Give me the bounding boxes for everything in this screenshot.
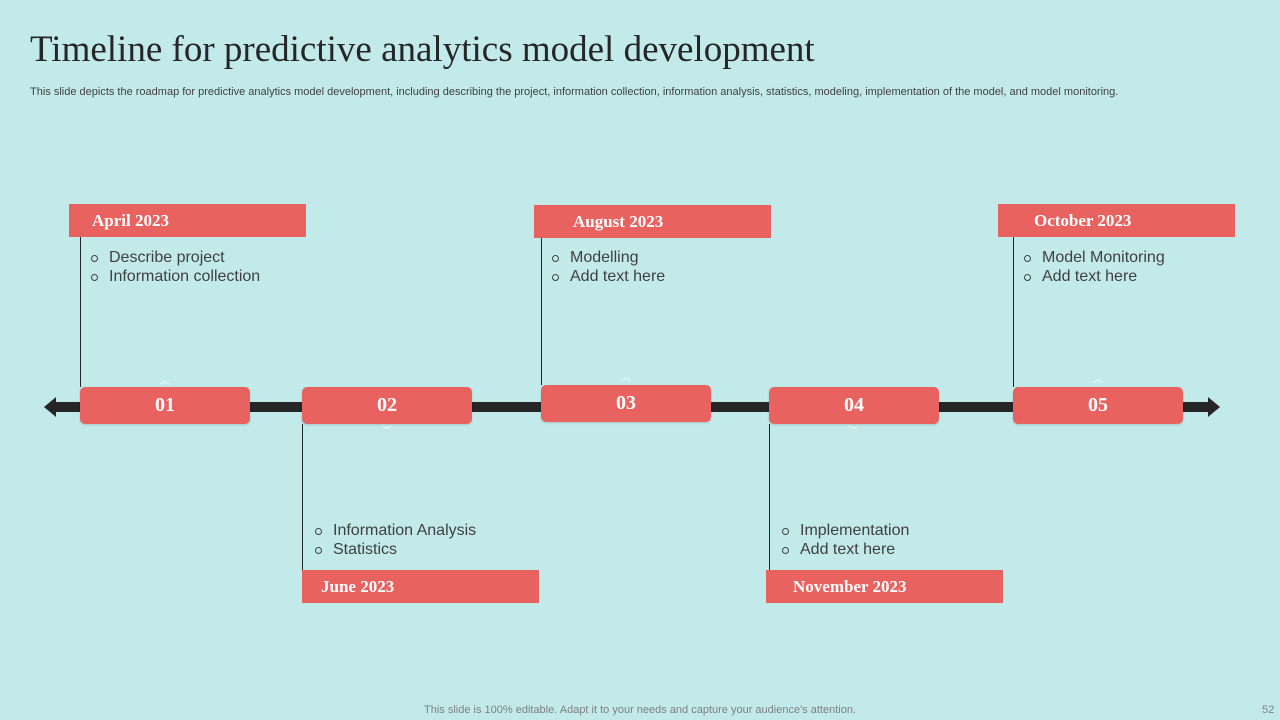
bullet-icon [552, 274, 559, 281]
milestone-5-date-label: October 2023 [1034, 210, 1132, 230]
milestone-4-date: November 2023 [766, 570, 1003, 603]
list-item-text: Add text here [1042, 268, 1138, 285]
list-item: Add text here [552, 267, 665, 286]
list-item-text: Add text here [800, 541, 896, 558]
milestone-2-date-label: June 2023 [321, 576, 395, 596]
arrow-left-icon [44, 397, 56, 417]
bullet-icon [782, 547, 789, 554]
list-item: Information collection [91, 267, 260, 286]
list-item: Model Monitoring [1024, 248, 1165, 267]
bullet-icon [1024, 255, 1031, 262]
arrow-right-icon [1208, 397, 1220, 417]
milestone-3-node: 03 [541, 385, 711, 422]
list-item-text: Add text here [570, 268, 666, 285]
milestone-5-node: 05 [1013, 387, 1183, 424]
milestone-2-list: Information Analysis Statistics [315, 521, 476, 559]
list-item: Implementation [782, 521, 909, 540]
bullet-icon [315, 547, 322, 554]
list-item-text: Information Analysis [333, 522, 477, 539]
list-item: Add text here [1024, 267, 1165, 286]
list-item: Statistics [315, 540, 476, 559]
list-item: Add text here [782, 540, 909, 559]
milestone-3-number: 03 [616, 392, 636, 414]
list-item: Describe project [91, 248, 260, 267]
milestone-1-date-label: April 2023 [92, 210, 169, 230]
bullet-icon [91, 255, 98, 262]
connector-line-4 [769, 424, 770, 570]
milestone-3-date: August 2023 [534, 205, 771, 238]
chevron-down-icon: ﹀ [848, 426, 858, 437]
chevron-down-icon: ﹀ [382, 426, 392, 437]
list-item-text: Describe project [109, 249, 225, 266]
milestone-2-number: 02 [377, 394, 397, 416]
milestone-3-list: Modelling Add text here [552, 248, 665, 286]
connector-line-1 [80, 236, 81, 387]
slide-footer: This slide is 100% editable. Adapt it to… [424, 704, 856, 716]
connector-line-2 [302, 424, 303, 570]
bullet-icon [315, 528, 322, 535]
connector-line-3 [541, 237, 542, 385]
milestone-2-date: June 2023 [302, 570, 539, 603]
list-item-text: Statistics [333, 541, 398, 558]
page-number: 52 [1262, 704, 1275, 716]
milestone-1-date: April 2023 [69, 204, 306, 237]
list-item-text: Model Monitoring [1042, 249, 1165, 266]
milestone-1-node: 01 [80, 387, 250, 424]
milestone-1-number: 01 [155, 394, 175, 416]
bullet-icon [552, 255, 559, 262]
list-item-text: Implementation [800, 522, 910, 539]
bullet-icon [1024, 274, 1031, 281]
slide-subtitle: This slide depicts the roadmap for predi… [30, 86, 1119, 98]
list-item-text: Modelling [570, 249, 639, 266]
milestone-3-date-label: August 2023 [573, 211, 664, 231]
chevron-up-icon: ︿ [621, 373, 631, 384]
chevron-up-icon: ︿ [1093, 374, 1103, 385]
milestone-1-list: Describe project Information collection [91, 248, 260, 286]
milestone-5-list: Model Monitoring Add text here [1024, 248, 1165, 286]
connector-line-5 [1013, 236, 1014, 387]
milestone-5-number: 05 [1088, 394, 1108, 416]
milestone-5-date: October 2023 [998, 204, 1235, 237]
list-item: Modelling [552, 248, 665, 267]
bullet-icon [91, 274, 98, 281]
bullet-icon [782, 528, 789, 535]
milestone-4-date-label: November 2023 [793, 576, 907, 596]
chevron-up-icon: ︿ [160, 376, 170, 387]
milestone-4-node: 04 [769, 387, 939, 424]
milestone-4-list: Implementation Add text here [782, 521, 909, 559]
milestone-4-number: 04 [844, 394, 864, 416]
slide-title: Timeline for predictive analytics model … [30, 29, 815, 70]
list-item-text: Information collection [109, 268, 261, 285]
milestone-2-node: 02 [302, 387, 472, 424]
list-item: Information Analysis [315, 521, 476, 540]
